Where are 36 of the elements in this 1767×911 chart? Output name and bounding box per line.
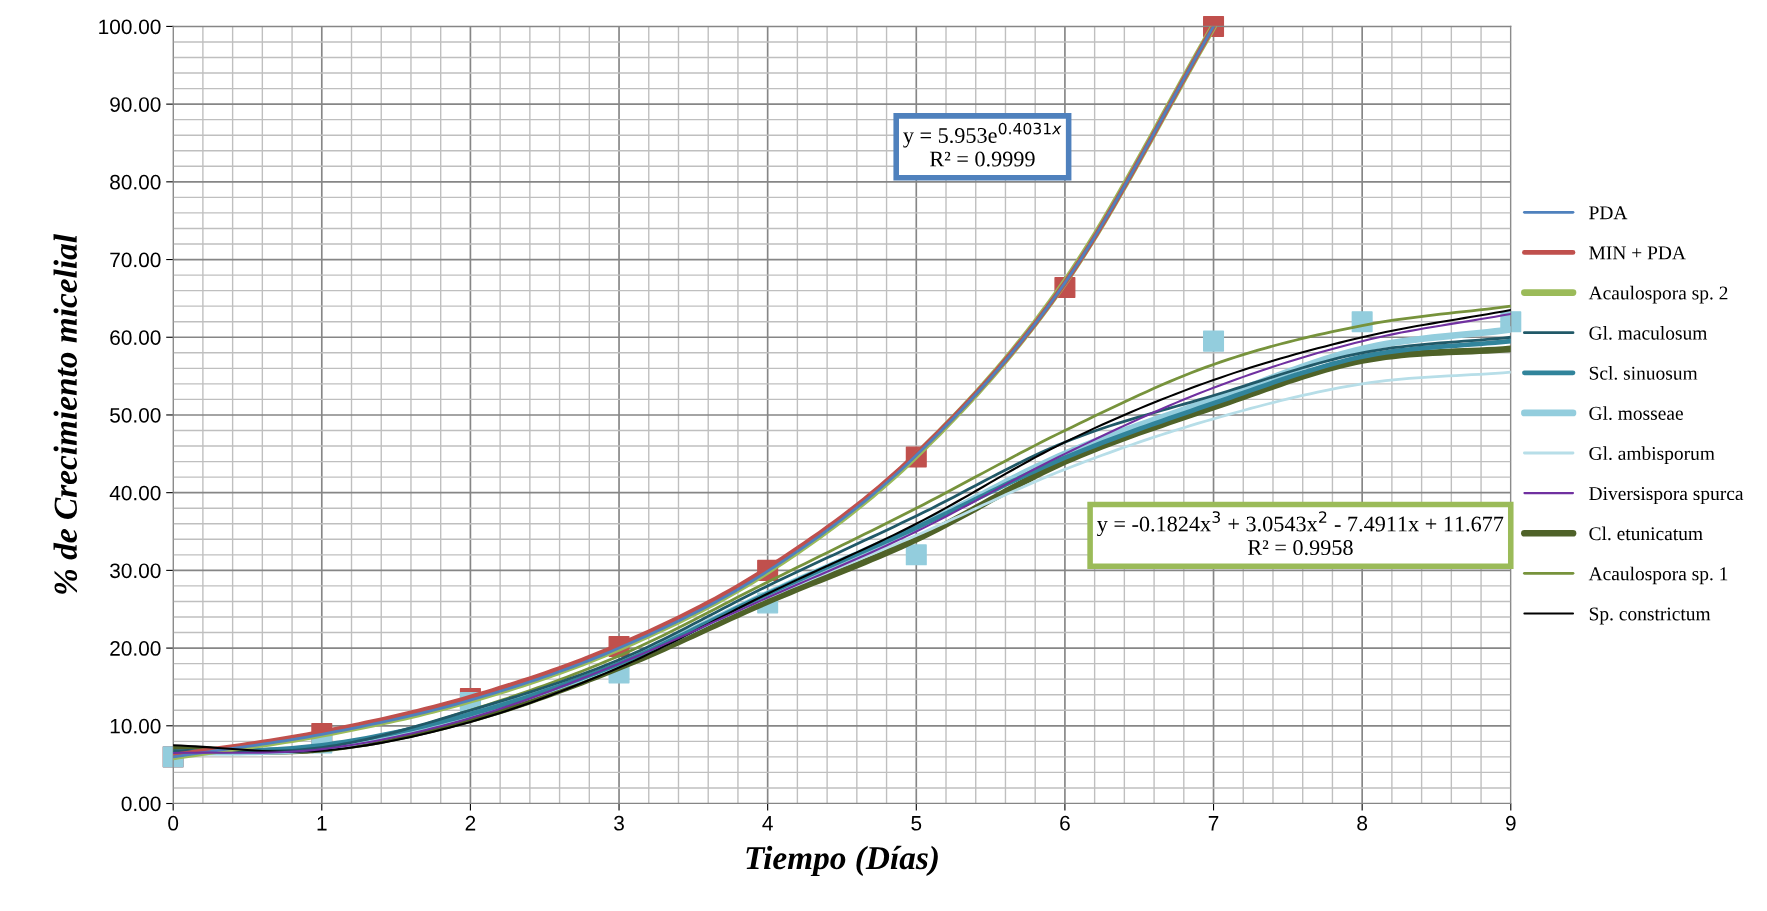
annotation: y = 5.953e$^{0.4031x}$ R² = 0.9999 (903, 122, 1062, 167)
y-tick-label: 100.00 (99, 19, 161, 35)
y-tick-label: 60.00 (110, 330, 161, 346)
x-axis-title: Tiempo (Días) (746, 845, 938, 877)
y-tick-label: 10.00 (110, 718, 161, 734)
x-tick-label: 0 (168, 815, 179, 831)
x-tick-label: 3 (614, 815, 624, 831)
legend-label: Gl. ambisporum (1589, 446, 1715, 464)
x-tick-label: 6 (1060, 815, 1070, 831)
legend-label: Acaulospora sp. 1 (1588, 566, 1728, 585)
y-tick-label: 40.00 (109, 485, 161, 501)
x-tick-label: 5 (911, 816, 922, 831)
y-tick-label: 50.00 (110, 407, 161, 423)
y-tick-label: 20.00 (110, 641, 161, 656)
y-tick-label: 90.00 (110, 97, 161, 112)
legend-label: Cl. etunicatum (1589, 526, 1703, 541)
y-tick-label: 70.00 (110, 252, 161, 268)
x-tick-label: 1 (317, 816, 327, 831)
legend-label: Acaulospora sp. 2 (1588, 285, 1728, 304)
x-tick-label: 4 (762, 816, 773, 831)
y-tick-label: 30.00 (110, 563, 161, 579)
x-tick-label: 2 (465, 815, 476, 831)
legend-label: PDA (1589, 206, 1628, 220)
x-tick-label: 8 (1357, 815, 1368, 831)
legend-label: Sp. constrictum (1589, 607, 1711, 625)
legend-label: Gl. mosseae (1589, 406, 1683, 420)
legend-label: Diversispora spurca (1589, 487, 1744, 505)
annotation: y = -0.1824x$^{3}$ + 3.0543x$^{2}$ - 7.4911x + 11.677 R² = 0.9958 (1097, 511, 1504, 556)
legend-label: Scl. sinuosum (1589, 366, 1698, 380)
y-axis-title: % de Crecimiento micelial (53, 234, 78, 594)
x-tick-label: 7 (1208, 816, 1219, 831)
x-tick-label: 9 (1505, 815, 1516, 831)
legend-label: Gl. maculosum (1589, 325, 1708, 340)
y-tick-label: 0.00 (121, 796, 161, 812)
legend-label: MIN + PDA (1589, 246, 1686, 260)
y-tick-label: 80.00 (110, 174, 161, 190)
